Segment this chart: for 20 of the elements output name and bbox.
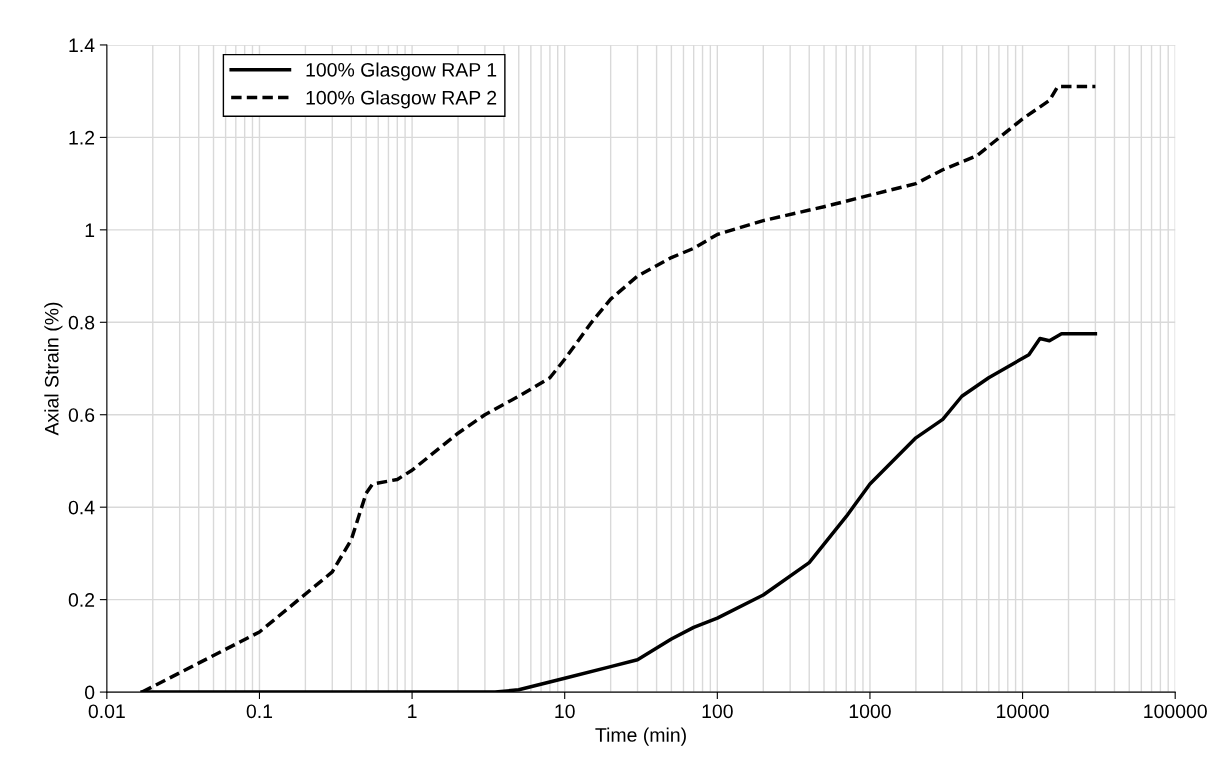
x-tick-label: 10	[555, 704, 575, 719]
x-tick-label: 100000	[1144, 704, 1207, 719]
x-tick-label: 100	[702, 704, 733, 719]
x-tick-label: 0.1	[246, 704, 273, 719]
x-tick-label: 0.01	[88, 704, 125, 719]
y-axis-title: Axial Strain (%)	[44, 302, 63, 436]
x-tick-label: 1	[408, 704, 417, 718]
y-tick-label: 0	[84, 685, 95, 700]
y-tick-label: 1.4	[69, 38, 95, 52]
x-tick-label: 1000	[849, 704, 891, 719]
y-tick-label: 0.8	[68, 315, 95, 330]
x-tick-label: 10000	[997, 704, 1049, 719]
y-tick-label: 1.2	[69, 130, 95, 145]
x-axis-title: Time (min)	[595, 727, 686, 746]
y-tick-label: 0.2	[68, 593, 95, 607]
legend-label: 100% Glasgow RAP 2	[306, 90, 497, 109]
y-tick-label: 0.6	[68, 408, 95, 422]
y-tick-label: 0.4	[68, 500, 95, 515]
y-tick-label: 1	[85, 223, 95, 237]
legend-label: 100% Glasgow RAP 1	[306, 62, 497, 81]
